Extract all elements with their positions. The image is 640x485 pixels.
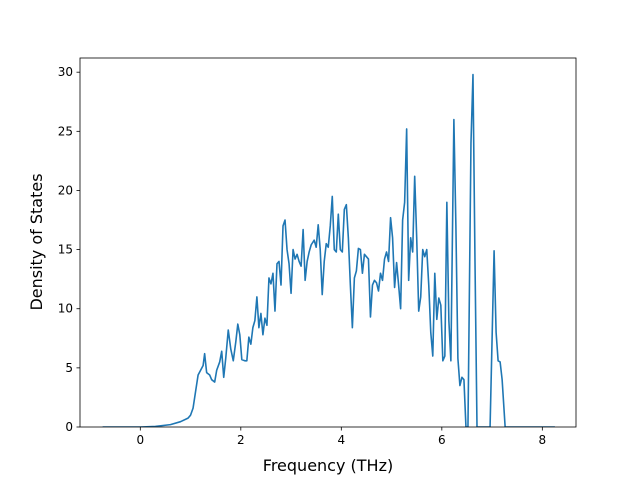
x-tick-label: 2 (237, 433, 245, 447)
y-tick-label: 25 (58, 124, 73, 138)
x-tick-label: 0 (136, 433, 144, 447)
x-tick-label: 4 (337, 433, 345, 447)
axes-frame (79, 57, 577, 428)
y-tick-label: 5 (65, 361, 73, 375)
y-tick-label: 30 (58, 65, 73, 79)
y-tick-label: 0 (65, 420, 73, 434)
x-tick-label: 6 (438, 433, 446, 447)
y-tick-label: 15 (58, 243, 73, 257)
y-tick-label: 10 (58, 302, 73, 316)
y-axis-title: Density of States (27, 173, 46, 310)
dos-series-line-0 (102, 73, 555, 427)
x-axis-title: Frequency (THz) (263, 456, 393, 475)
axes: 0 2 4 6 8 0 5 10 15 20 25 30 (58, 57, 577, 447)
y-tick-label: 20 (58, 183, 73, 197)
plot-area (102, 73, 555, 427)
x-tick-label: 8 (539, 433, 547, 447)
